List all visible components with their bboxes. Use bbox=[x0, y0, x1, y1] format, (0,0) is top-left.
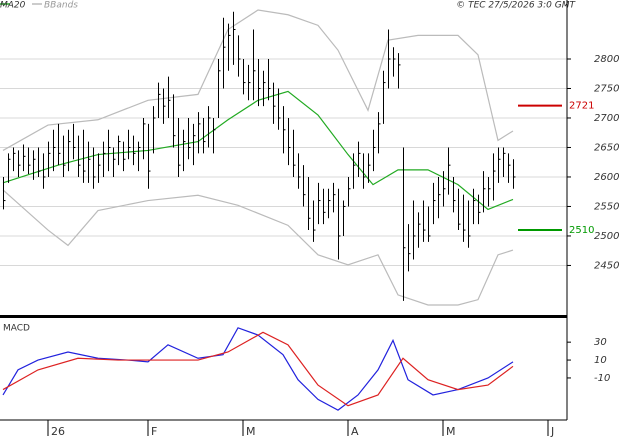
macd-line bbox=[2, 327, 514, 411]
legend-label: BBands bbox=[44, 1, 78, 11]
y-tick-label: 2450 bbox=[594, 260, 619, 271]
x-tick-label: 26 bbox=[51, 425, 65, 438]
x-tick-label: J bbox=[550, 425, 554, 438]
x-tick-label: F bbox=[151, 425, 157, 438]
y-tick-label: 2800 bbox=[594, 54, 619, 65]
y-tick-label: -10 bbox=[594, 373, 610, 384]
band-upper bbox=[2, 9, 514, 151]
y-tick-label: 10 bbox=[594, 355, 607, 366]
y-tick-label: 2750 bbox=[594, 83, 619, 94]
y-tick-label: 2700 bbox=[594, 113, 619, 124]
x-tick-label: A bbox=[351, 425, 359, 438]
y-tick-label: 2500 bbox=[594, 231, 619, 242]
panel-title: MACD bbox=[3, 324, 30, 334]
x-tick-label: M bbox=[446, 425, 456, 438]
y-tick-label: 2600 bbox=[594, 172, 619, 183]
source: © TEC 27/5/2026 3:0 GMT bbox=[456, 1, 576, 11]
level-label: 2721 bbox=[569, 101, 594, 112]
macd-line bbox=[2, 331, 514, 407]
x-tick-label: M bbox=[246, 425, 256, 438]
y-tick-label: 2650 bbox=[594, 142, 619, 153]
band-lower bbox=[2, 189, 514, 306]
y-tick-label: 2550 bbox=[594, 201, 619, 212]
legend-label: MA20 bbox=[0, 1, 26, 11]
level-label: 2510 bbox=[569, 225, 594, 236]
y-tick-label: 30 bbox=[594, 337, 607, 348]
